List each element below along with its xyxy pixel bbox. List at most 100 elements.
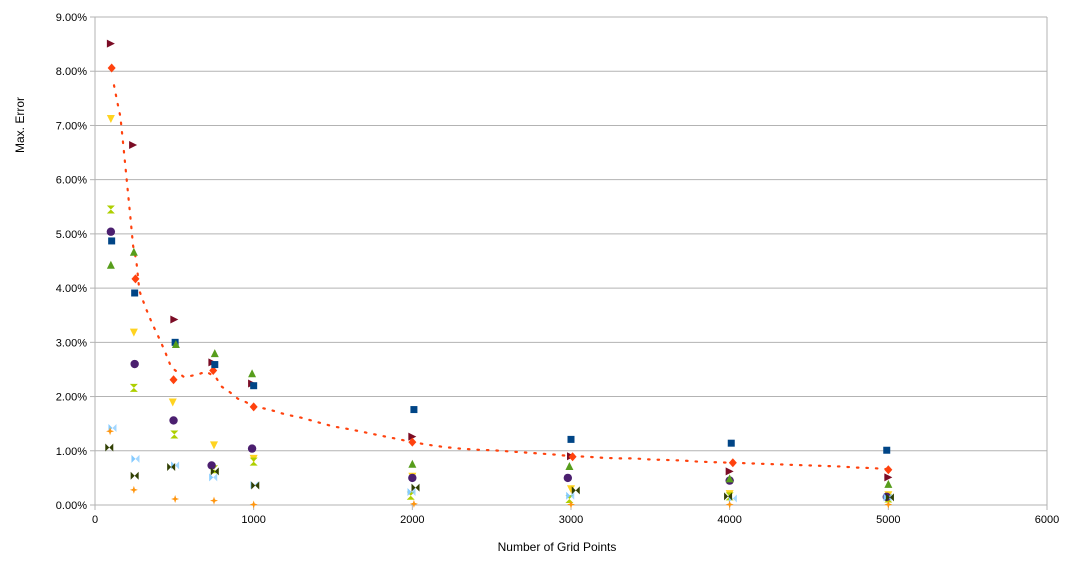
- x-axis-title: Number of Grid Points: [498, 540, 617, 554]
- series-bowtie: [105, 443, 894, 502]
- series-hourglass: [106, 205, 893, 504]
- data-points: [105, 39, 894, 509]
- y-axis-title: Max. Error: [13, 97, 27, 153]
- data-point: [565, 461, 574, 470]
- data-point: [129, 140, 138, 149]
- data-point: [247, 444, 257, 453]
- data-point: [411, 483, 420, 492]
- data-point: [169, 375, 178, 385]
- data-point: [210, 467, 219, 476]
- data-point: [567, 500, 575, 509]
- data-point: [883, 493, 888, 502]
- x-tick-labels: 0 1000 2000 3000 4000 5000 6000: [92, 514, 1059, 526]
- data-point: [571, 486, 580, 495]
- data-point: [567, 435, 575, 443]
- data-point: [129, 247, 138, 256]
- data-point: [884, 465, 893, 475]
- data-point: [883, 446, 891, 454]
- data-point: [207, 461, 216, 470]
- data-point: [408, 459, 417, 468]
- data-point: [249, 457, 258, 466]
- y-tick-label: 2.00%: [56, 392, 87, 404]
- data-point: [209, 473, 214, 482]
- data-point: [724, 492, 733, 501]
- data-point: [213, 473, 218, 482]
- data-point: [170, 315, 179, 324]
- data-point: [169, 416, 178, 425]
- series-plus4: [106, 427, 893, 509]
- y-tick-label: 7.00%: [56, 120, 87, 132]
- data-point: [171, 339, 180, 348]
- y-tick-label: 8.00%: [56, 66, 87, 78]
- data-point: [105, 443, 114, 452]
- y-tick-label: 4.00%: [56, 283, 87, 295]
- data-point: [411, 487, 416, 496]
- data-point: [732, 494, 737, 503]
- y-tick-label: 5.00%: [56, 229, 87, 241]
- data-point: [135, 454, 140, 463]
- data-point: [728, 458, 737, 468]
- data-point: [250, 382, 258, 390]
- data-point: [130, 471, 139, 480]
- x-tick-label: 1000: [241, 514, 265, 526]
- data-point: [408, 473, 417, 483]
- data-point: [885, 493, 894, 502]
- axes: [90, 16, 1048, 510]
- series-triangle-up: [106, 247, 893, 488]
- series-circle: [106, 227, 891, 502]
- data-point: [884, 473, 893, 482]
- data-point: [884, 479, 893, 488]
- data-point: [410, 406, 418, 414]
- data-point: [129, 328, 138, 337]
- data-point: [251, 481, 260, 490]
- data-point: [175, 461, 180, 470]
- data-point: [248, 369, 257, 378]
- y-tick-label: 1.00%: [56, 446, 87, 458]
- data-point: [570, 491, 575, 500]
- data-point: [568, 452, 577, 462]
- data-point: [211, 361, 219, 369]
- data-point: [106, 227, 116, 236]
- trendline: [112, 84, 890, 471]
- series-tri-right: [106, 39, 893, 482]
- trendline-path: [112, 84, 890, 471]
- data-point: [131, 274, 140, 284]
- data-point: [725, 500, 734, 509]
- data-point: [884, 500, 893, 509]
- data-point: [249, 402, 258, 412]
- data-point: [210, 496, 218, 505]
- x-tick-label: 3000: [559, 514, 583, 526]
- series-bowtie-left: [108, 424, 892, 503]
- data-point: [106, 114, 115, 123]
- y-tick-label: 9.00%: [56, 12, 87, 24]
- data-point: [409, 499, 418, 508]
- data-point: [407, 487, 412, 496]
- data-point: [408, 432, 417, 441]
- data-point: [566, 491, 571, 500]
- x-tick-label: 2000: [400, 514, 424, 526]
- data-point: [131, 454, 136, 463]
- grid-lines: [95, 16, 1047, 506]
- series-diamond: [107, 63, 893, 475]
- series-square: [108, 237, 891, 454]
- x-tick-label: 0: [92, 514, 98, 526]
- series-tri-down: [106, 114, 893, 500]
- data-point: [129, 383, 138, 392]
- x-tick-label: 4000: [717, 514, 741, 526]
- data-point: [170, 430, 179, 439]
- y-tick-labels: 0.00% 1.00% 2.00% 3.00% 4.00% 5.00% 6.00% 7.00%…: [56, 12, 87, 512]
- data-point: [106, 260, 115, 269]
- y-tick-label: 3.00%: [56, 337, 87, 349]
- y-tick-label: 6.00%: [56, 175, 87, 187]
- y-tick-label: 0.00%: [56, 500, 87, 512]
- data-point: [725, 474, 734, 483]
- data-point: [209, 366, 218, 376]
- data-point: [129, 485, 138, 494]
- data-point: [210, 349, 219, 358]
- data-point: [108, 237, 116, 245]
- x-tick-label: 5000: [876, 514, 900, 526]
- data-point: [106, 427, 115, 436]
- data-point: [725, 467, 734, 476]
- data-point: [112, 424, 117, 433]
